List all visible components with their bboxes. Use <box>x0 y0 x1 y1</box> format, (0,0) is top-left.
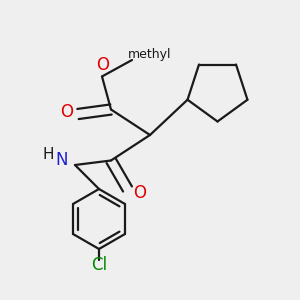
Text: N: N <box>55 151 68 169</box>
Text: O: O <box>96 56 109 74</box>
Text: O: O <box>134 184 147 202</box>
Text: methyl: methyl <box>128 48 171 61</box>
Text: O: O <box>60 103 73 121</box>
Text: H: H <box>43 147 54 162</box>
Text: Cl: Cl <box>91 256 107 274</box>
